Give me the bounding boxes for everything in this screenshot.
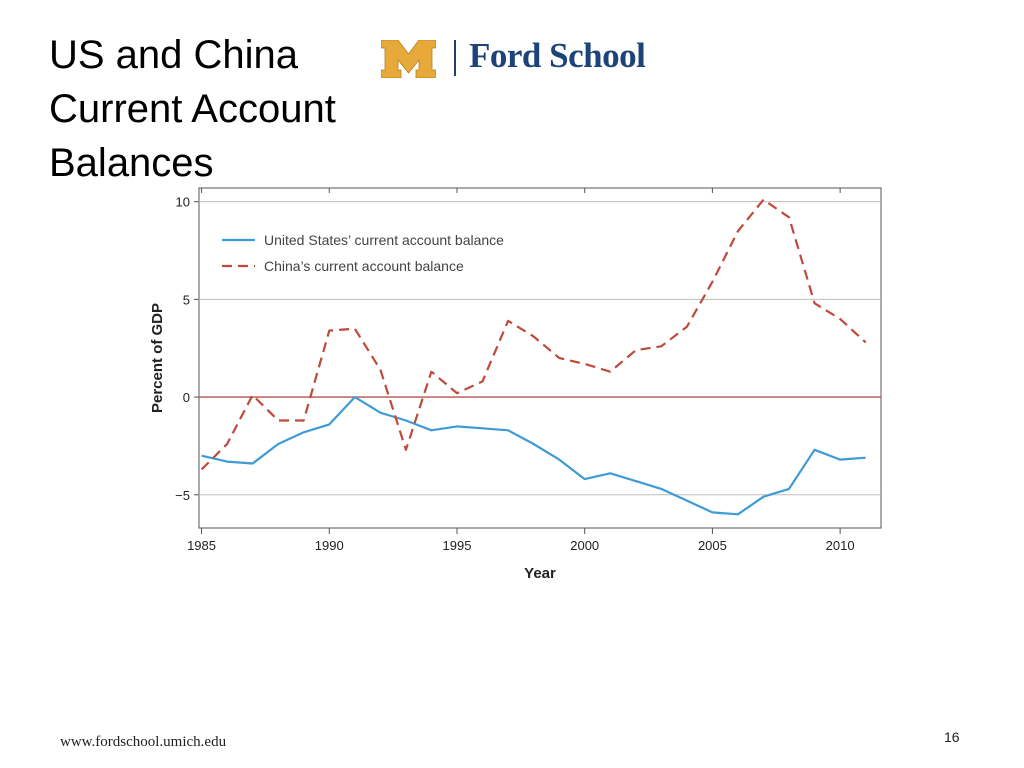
title-line-2: Current Account (49, 87, 336, 131)
series-lines (200, 198, 867, 516)
grid-lines (199, 201, 881, 496)
y-tick-label-0: 10 (176, 195, 190, 210)
legend-label-0: United States’ current account balance (264, 232, 504, 248)
title-line-1: US and China (49, 33, 299, 77)
legend-label-1: China’s current account balance (264, 258, 464, 274)
plot-frame (198, 187, 882, 529)
x-tick-label-2: 1995 (443, 538, 472, 553)
legend: United States’ current account balance Ch… (222, 232, 504, 274)
y-axis-ticks: 10 5 0 −5 (175, 195, 199, 503)
x-tick-label-4: 2005 (698, 538, 727, 553)
y-tick-label-2: 0 (183, 390, 190, 405)
x-tick-label-5: 2010 (826, 538, 855, 553)
slide-title: US and China Current Account Balances (49, 28, 379, 190)
us-series-line (201, 396, 866, 516)
x-axis-ticks: 1985 1990 1995 2000 2005 2010 (187, 188, 855, 553)
x-tick-label-0: 1985 (187, 538, 216, 553)
title-line-3: Balances (49, 141, 214, 185)
y-tick-label-1: 5 (183, 292, 190, 307)
china-series-line (200, 198, 867, 471)
page-number: 16 (944, 729, 960, 745)
footer-url: www.fordschool.umich.edu (60, 734, 227, 750)
x-axis-label: Year (524, 565, 556, 582)
logo-divider (454, 40, 456, 76)
logo-text: Ford School (469, 36, 646, 75)
x-tick-label-3: 2000 (570, 538, 599, 553)
x-tick-label-1: 1990 (315, 538, 344, 553)
block-m-icon (381, 40, 436, 78)
ford-school-logo: Ford School (381, 36, 651, 78)
current-account-chart: 1985 1990 1995 2000 2005 2010 10 5 0 −5 United S… (149, 187, 882, 582)
y-axis-label: Percent of GDP (149, 303, 166, 413)
y-tick-label-3: −5 (175, 488, 190, 503)
